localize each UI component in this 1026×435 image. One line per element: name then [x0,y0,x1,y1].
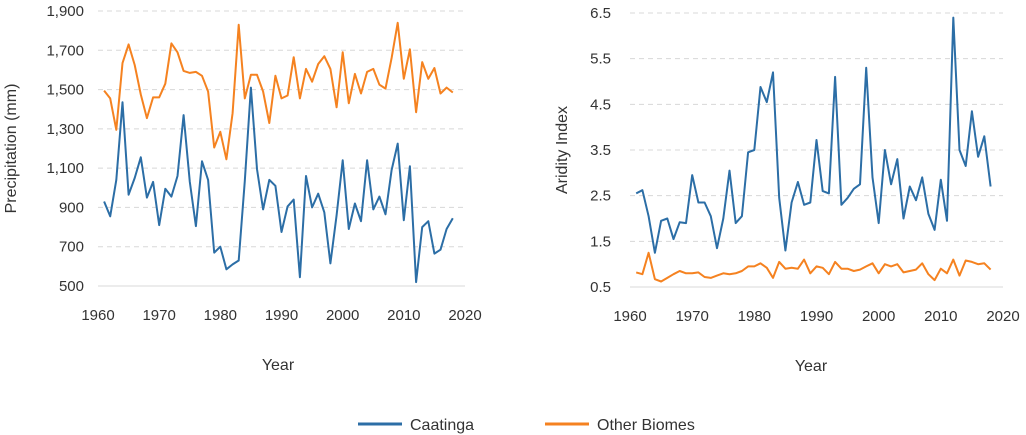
y-tick-label: 1,700 [46,42,84,59]
x-axis-title: Year [795,358,828,375]
x-tick-label: 1990 [265,307,298,324]
x-tick-label: 1960 [613,308,646,325]
precipitation-chart: 500 700 900 1,100 1,300 1,500 1,700 1,900 1960 19… [3,3,482,374]
y-tick-label: 500 [59,278,84,295]
y-axis-title: Precipitation (mm) [3,84,20,214]
y-tick-label: 1.5 [590,233,611,250]
x-tick-label: 2010 [387,307,420,324]
y-tick-label: 4.5 [590,96,611,113]
x-tick-label: 1960 [81,307,114,324]
y-tick-label: 2.5 [590,188,611,205]
y-tick-label: 3.5 [590,142,611,159]
y-tick-label: 5.5 [590,51,611,68]
legend-label-other-biomes: Other Biomes [597,417,695,434]
series-line-caatinga [103,86,454,284]
legend-label-caatinga: Caatinga [410,417,474,434]
series-line-other-biomes [635,251,992,283]
y-tick-label: 900 [59,199,84,216]
y-axis-title: Aridity Index [554,106,571,194]
x-tick-label: 2010 [924,308,957,325]
y-tick-label: 1,300 [46,121,84,138]
x-tick-label: 1990 [800,308,833,325]
x-tick-label: 1970 [675,308,708,325]
y-tick-label: 1,900 [46,3,84,20]
series-line-caatinga [635,16,992,254]
x-axis-title: Year [262,357,295,374]
x-tick-label: 1980 [204,307,237,324]
x-tick-label: 2020 [986,308,1019,325]
x-tick-label: 2000 [326,307,359,324]
y-tick-label: 1,100 [46,160,84,177]
aridity-chart: 0.5 1.5 2.5 3.5 4.5 5.5 6.5 1960 1970 1980 1990 200… [554,5,1020,375]
x-tick-label: 1970 [142,307,175,324]
y-tick-label: 1,500 [46,82,84,99]
y-tick-label: 700 [59,239,84,256]
y-tick-label: 6.5 [590,5,611,22]
x-tick-label: 2000 [862,308,895,325]
series-line-other-biomes [103,21,454,161]
x-tick-label: 2020 [448,307,481,324]
y-tick-label: 0.5 [590,279,611,296]
legend: Caatinga Other Biomes [358,417,695,434]
x-tick-label: 1980 [738,308,771,325]
